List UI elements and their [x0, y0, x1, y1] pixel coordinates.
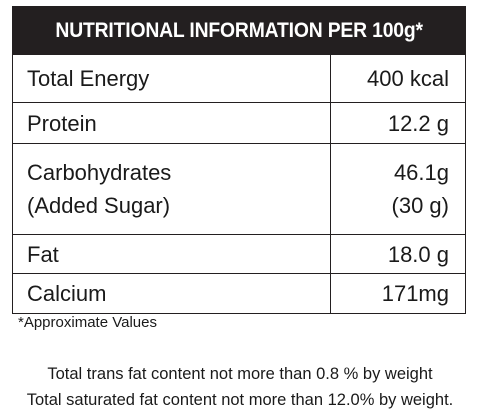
trans-fat-note: Total trans fat content not more than 0.…	[0, 365, 480, 384]
nutrition-panel: NUTRITIONAL INFORMATION PER 100g* Total …	[12, 6, 466, 314]
table-row: Fat 18.0 g	[13, 235, 466, 274]
table-row: Protein 12.2 g	[13, 103, 466, 144]
nutrition-header: NUTRITIONAL INFORMATION PER 100g*	[12, 6, 466, 54]
nutrient-value: 18.0 g	[331, 235, 466, 274]
saturated-fat-note: Total saturated fat content not more tha…	[0, 391, 480, 410]
nutrient-value: 12.2 g	[331, 103, 466, 144]
nutrition-title: NUTRITIONAL INFORMATION PER 100g*	[55, 18, 422, 43]
nutrient-value: 171mg	[331, 274, 466, 314]
table-row: Carbohydrates (Added Sugar) 46.1g (30 g)	[13, 144, 466, 235]
nutrient-value: 400 kcal	[331, 55, 466, 103]
table-row: Calcium 171mg	[13, 274, 466, 314]
footnote: *Approximate Values	[18, 314, 157, 331]
nutrient-name: Calcium	[13, 274, 331, 314]
nutrient-name: Total Energy	[13, 55, 331, 103]
nutrient-name: Carbohydrates	[27, 156, 316, 189]
nutrient-name: Protein	[13, 103, 331, 144]
nutrient-value: 46.1g	[345, 156, 449, 189]
nutrient-name: Fat	[13, 235, 331, 274]
table-row: Total Energy 400 kcal	[13, 55, 466, 103]
nutrient-name-cell: Carbohydrates (Added Sugar)	[13, 144, 331, 235]
nutrient-value-cell: 46.1g (30 g)	[331, 144, 466, 235]
nutrient-subname: (Added Sugar)	[27, 189, 316, 222]
nutrient-subvalue: (30 g)	[345, 189, 449, 222]
nutrition-table: Total Energy 400 kcal Protein 12.2 g Car…	[12, 54, 466, 314]
